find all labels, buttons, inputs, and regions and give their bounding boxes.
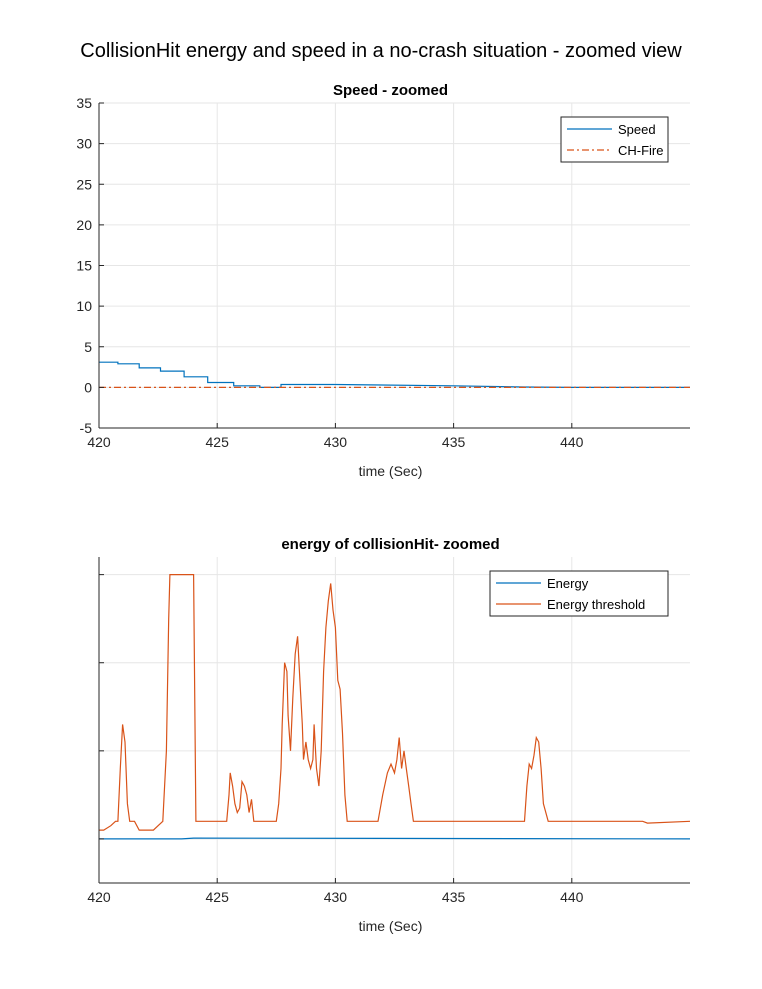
y-tick-label: 30 [76,136,92,152]
series-line-energy [99,837,691,840]
legend: Energy Energy threshold [489,570,669,617]
x-tick-label: 430 [324,434,348,450]
y-tick-label: 35 [76,95,92,111]
legend-box [560,116,669,163]
y-tick-label: 25 [76,176,92,192]
y-tick-label: 0 [84,379,92,395]
y-tick-label: 15 [76,258,92,274]
y-tick-label: -5 [80,420,93,436]
legend-label: Speed [618,122,656,137]
legend-label: CH-Fire [618,143,664,158]
x-tick-label: 430 [324,889,348,905]
x-tick-label: 425 [206,889,230,905]
y-tick-label: 5 [84,339,92,355]
legend-label: Energy threshold [547,597,645,612]
chart-2: 420 425 430 435 440 energy of collisionHit- z… [87,536,691,934]
y-tick-label: 20 [76,217,92,233]
x-tick-label: 420 [87,889,111,905]
chart-1: 420 425 430 435 440 -5 0 5 10 15 20 25 30 35 Speed - z… [76,82,690,479]
x-tick-label: 425 [206,434,230,450]
chart-title: Speed - zoomed [333,82,448,99]
x-tick-label: 435 [442,889,466,905]
x-tick-label: 440 [560,434,584,450]
series-line-speed [99,361,690,388]
figure-title: CollisionHit energy and speed in a no-cr… [80,40,682,62]
x-axis-label: time (Sec) [359,918,423,934]
legend-box [489,570,669,617]
series-line-energy-threshold [99,573,691,831]
x-axis-label: time (Sec) [359,463,423,479]
legend: Speed CH-Fire [560,116,669,163]
chart-title: energy of collisionHit- zoomed [281,536,499,553]
legend-label: Energy [547,576,589,591]
y-tick-label: 10 [76,298,92,314]
x-tick-label: 440 [560,889,584,905]
x-tick-label: 435 [442,434,466,450]
x-tick-label: 420 [87,434,111,450]
